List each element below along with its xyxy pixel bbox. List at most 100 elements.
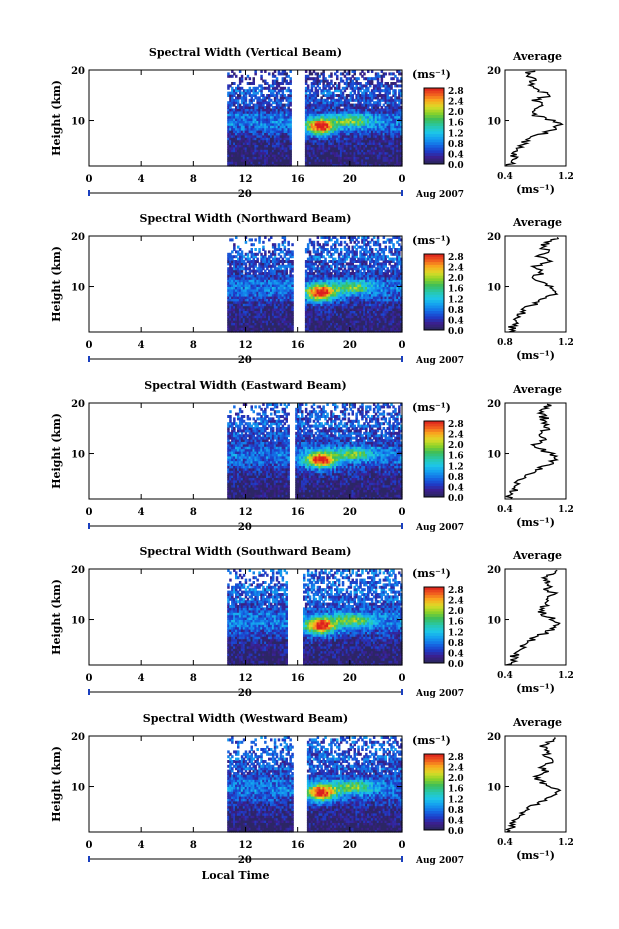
heatmap-cell	[349, 156, 353, 160]
heatmap-cell	[351, 238, 354, 242]
heatmap-cell	[231, 149, 234, 153]
heatmap-cell	[281, 320, 285, 323]
heatmap-cell	[238, 291, 242, 295]
heatmap-cell	[250, 291, 253, 295]
heatmap-cell	[281, 144, 285, 148]
heatmap-cell	[388, 156, 391, 160]
heatmap-cell	[250, 279, 253, 283]
heatmap-cell	[396, 132, 399, 136]
heatmap-cell	[384, 94, 387, 97]
heatmap-cell	[273, 139, 277, 143]
heatmap-cell	[351, 272, 354, 275]
heatmap-cell	[345, 320, 349, 323]
heatmap-cell	[318, 329, 321, 333]
heatmap-cell	[326, 161, 329, 165]
heatmap-cell	[312, 248, 316, 251]
heatmap-cell	[270, 108, 273, 112]
heatmap-cell	[349, 154, 353, 157]
heatmap-cell	[334, 137, 337, 141]
heatmap-cell	[318, 154, 321, 157]
heatmap-cell	[277, 317, 281, 321]
heatmap-cell	[252, 86, 255, 90]
heatmap-cell	[248, 118, 252, 121]
heatmap-cell	[271, 291, 275, 295]
heatmap-cell	[306, 127, 310, 131]
heatmap-cell	[250, 281, 253, 285]
heatmap-cell	[394, 154, 397, 157]
heatmap-cell	[289, 255, 292, 259]
heatmap-cell	[357, 96, 360, 100]
heatmap-cell	[256, 106, 259, 109]
heatmap-cell	[332, 324, 335, 328]
heatmap-cell	[343, 322, 347, 326]
heatmap-cell	[270, 110, 273, 114]
heatmap-cell	[231, 272, 234, 275]
heatmap-cell	[398, 139, 401, 143]
heatmap-cell	[246, 122, 250, 126]
heatmap-cell	[343, 252, 347, 256]
heatmap-cell	[266, 122, 269, 126]
heatmap-cell	[256, 86, 259, 90]
heatmap-cell	[332, 310, 335, 314]
heatmap-cell	[326, 127, 329, 131]
heatmap-cell	[320, 250, 323, 254]
heatmap-cell	[254, 264, 257, 268]
heatmap-cell	[339, 139, 343, 143]
heatmap-cell	[248, 327, 252, 331]
heatmap-cell	[306, 288, 310, 292]
heatmap-cell	[318, 142, 321, 145]
heatmap-cell	[357, 293, 360, 297]
heatmap-cell	[254, 106, 257, 109]
heatmap-cell	[351, 293, 354, 297]
heatmap-cell	[254, 130, 257, 133]
heatmap-cell	[287, 74, 290, 78]
heatmap-cell	[369, 84, 372, 88]
heatmap-cell	[334, 305, 337, 309]
heatmap-cell	[378, 115, 382, 119]
heatmap-cell	[312, 146, 316, 150]
heatmap-cell	[237, 113, 240, 117]
heatmap-cell	[318, 98, 321, 102]
heatmap-cell	[231, 303, 234, 307]
heatmap-cell	[264, 288, 267, 292]
heatmap-cell	[339, 113, 343, 117]
heatmap-cell	[347, 300, 351, 304]
heatmap-cell	[353, 118, 356, 121]
heatmap-cell	[339, 137, 343, 141]
heatmap-cell	[256, 127, 259, 131]
heatmap-cell	[332, 279, 335, 283]
day-label: 20	[238, 189, 252, 200]
heatmap-cell	[328, 315, 331, 319]
heatmap-cell	[339, 257, 343, 261]
heatmap-cell	[279, 127, 283, 131]
heatmap-cell	[351, 144, 354, 148]
heatmap-cell	[324, 151, 327, 155]
heatmap-cell	[244, 257, 248, 261]
heatmap-cell	[246, 255, 250, 259]
heatmap-cell	[326, 248, 329, 251]
heatmap-cell	[336, 269, 339, 273]
heatmap-cell	[254, 260, 257, 263]
heatmap-cell	[322, 329, 325, 333]
heatmap-cell	[386, 137, 389, 141]
heatmap-cell	[273, 312, 277, 316]
heatmap-cell	[320, 305, 323, 309]
heatmap-cell	[252, 272, 255, 275]
heatmap-cell	[268, 264, 271, 268]
heatmap-cell	[238, 77, 242, 81]
heatmap-cell	[334, 276, 337, 280]
heatmap-cell	[227, 324, 230, 328]
average-profile-line	[505, 70, 564, 166]
heatmap-cell	[376, 118, 380, 121]
heatmap-cell	[238, 156, 242, 160]
heatmap-cell	[382, 154, 386, 157]
heatmap-cell	[248, 91, 252, 95]
heatmap-cell	[334, 118, 337, 121]
heatmap-cell	[260, 70, 263, 73]
heatmap-cell	[328, 118, 331, 121]
heatmap-cell	[240, 139, 244, 143]
heatmap-cell	[324, 284, 327, 287]
x-tick-label: 12	[239, 174, 253, 185]
heatmap-cell	[351, 146, 354, 150]
heatmap-cell	[279, 288, 283, 292]
